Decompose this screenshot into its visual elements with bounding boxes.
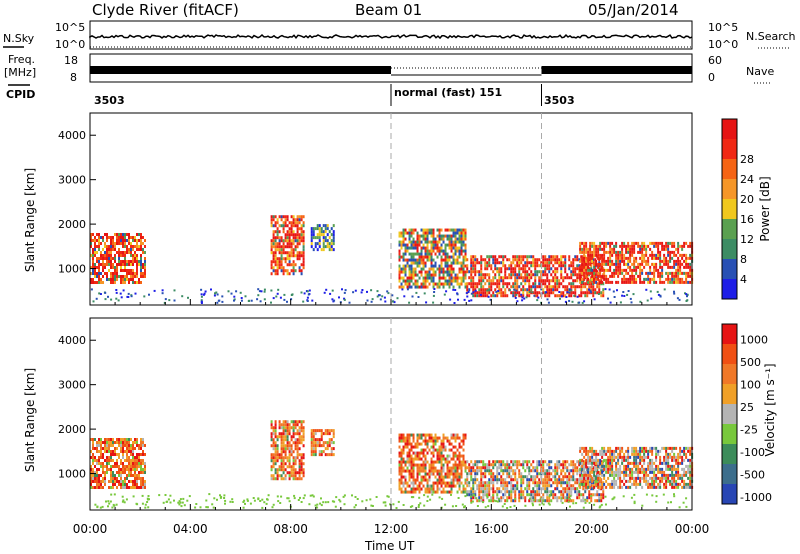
- velocity-colorbar-tick-3: 25: [740, 401, 754, 414]
- x-tick-label-4: 16:00: [474, 522, 509, 536]
- velocity-ytick-label-0: 1000: [58, 468, 86, 481]
- power-near-range-scatter: [90, 288, 689, 304]
- power-colorbar-tick-1: 8: [740, 253, 747, 266]
- velocity-scatter-region-1: [270, 420, 305, 481]
- power-colorbar-swatch-4: [722, 199, 737, 219]
- power-scatter-region-0: [90, 233, 146, 284]
- power-colorbar-swatch-8: [722, 119, 737, 139]
- x-tick-label-6: 00:00: [675, 522, 710, 536]
- power-colorbar-swatch-3: [722, 219, 737, 239]
- nsky-label: N.Sky: [3, 32, 35, 45]
- power-colorbar-tick-2: 12: [740, 233, 754, 246]
- power-panel-ylabel: Slant Range [km]: [23, 167, 37, 273]
- x-axis-title: Time UT: [365, 539, 415, 553]
- nsky-tick-low: 10^0: [55, 38, 86, 51]
- velocity-colorbar-tick-6: -500: [740, 468, 765, 481]
- nsky-tick-high: 10^5: [55, 21, 86, 34]
- power-ytick-label-2: 3000: [58, 174, 86, 187]
- freq-tick-low: 8: [70, 71, 77, 84]
- freq-tick-high: 18: [64, 54, 78, 67]
- cpid-seg-1: 3503: [94, 94, 125, 107]
- velocity-scatter-region-2: [310, 429, 335, 457]
- power-scatter-region-1: [270, 215, 305, 276]
- velocity-colorbar-swatch-5: [722, 384, 737, 404]
- velocity-colorbar-tick-2: 100: [740, 378, 761, 391]
- freq-label: Freq.: [8, 53, 36, 66]
- power-scatter-region-4: [466, 255, 605, 298]
- velocity-near-range-scatter: [94, 493, 688, 509]
- x-tick-label-2: 08:00: [273, 522, 308, 536]
- power-colorbar-swatch-1: [722, 259, 737, 279]
- nave-tick-low: 0: [708, 71, 715, 84]
- nsearch-tick-low: 10^0: [708, 38, 739, 51]
- velocity-colorbar-swatch-8: [722, 324, 737, 344]
- power-colorbar-tick-4: 20: [740, 193, 754, 206]
- date-label: 05/Jan/2014: [588, 1, 679, 19]
- velocity-colorbar-swatch-7: [722, 344, 737, 364]
- velocity-scatter-region-0: [90, 438, 146, 489]
- velocity-ytick-label-2: 3000: [58, 379, 86, 392]
- cpid-seg-2: normal (fast) 151: [394, 86, 503, 99]
- power-ytick-label-3: 4000: [58, 129, 86, 142]
- power-colorbar-swatch-2: [722, 239, 737, 259]
- velocity-ytick-label-1: 2000: [58, 423, 86, 436]
- power-ytick-label-0: 1000: [58, 263, 86, 276]
- x-tick-label-5: 20:00: [574, 522, 609, 536]
- nave-tick-high: 60: [708, 54, 722, 67]
- freq-bar-3: [541, 66, 692, 74]
- velocity-colorbar-swatch-1: [722, 464, 737, 484]
- x-tick-label-3: 12:00: [374, 522, 409, 536]
- velocity-scatter-region-5: [579, 446, 694, 489]
- nsky-trace: [89, 33, 693, 40]
- beam-label: Beam 01: [355, 1, 423, 19]
- velocity-colorbar-swatch-3: [722, 424, 737, 444]
- x-tick-label-0: 00:00: [73, 522, 108, 536]
- velocity-colorbar-tick-7: -1000: [740, 491, 772, 504]
- velocity-colorbar-swatch-0: [722, 484, 737, 504]
- velocity-colorbar-swatch-2: [722, 444, 737, 464]
- velocity-panel-ylabel: Slant Range [km]: [23, 367, 37, 473]
- velocity-scatter-region-3: [398, 433, 467, 494]
- power-ytick-label-1: 2000: [58, 218, 86, 231]
- velocity-colorbar-title: Velocity [m s⁻¹]: [763, 363, 777, 457]
- velocity-colorbar-tick-5: -100: [740, 446, 765, 459]
- power-colorbar-swatch-6: [722, 159, 737, 179]
- freq-unit: [MHz]: [4, 66, 37, 79]
- power-colorbar-tick-3: 16: [740, 213, 754, 226]
- power-colorbar-swatch-7: [722, 139, 737, 159]
- power-colorbar-tick-0: 4: [740, 273, 747, 286]
- velocity-colorbar-tick-0: 1000: [740, 333, 768, 346]
- plot-title: Clyde River (fitACF): [92, 1, 239, 19]
- power-colorbar-title: Power [dB]: [758, 176, 772, 242]
- velocity-colorbar-frame: [721, 323, 738, 505]
- nave-label: Nave: [746, 65, 775, 78]
- nsearch-tick-high: 10^5: [708, 21, 739, 34]
- power-colorbar-frame: [721, 118, 738, 300]
- cpid-label: CPID: [6, 88, 36, 101]
- power-scatter-region-3: [398, 228, 467, 289]
- power-colorbar-swatch-0: [722, 279, 737, 299]
- power-colorbar-tick-6: 28: [740, 153, 754, 166]
- power-scatter-region-5: [579, 241, 694, 284]
- x-tick-label-1: 04:00: [173, 522, 208, 536]
- freq-bar-1: [90, 66, 391, 74]
- nsearch-label: N.Search: [746, 30, 796, 43]
- velocity-colorbar-tick-4: -25: [740, 423, 758, 436]
- power-scatter-region-2: [310, 224, 335, 252]
- velocity-colorbar-swatch-6: [722, 364, 737, 384]
- nsky-panel-frame: [89, 20, 693, 50]
- power-colorbar-tick-5: 24: [740, 173, 754, 186]
- velocity-ytick-label-3: 4000: [58, 334, 86, 347]
- cpid-seg-3: 3503: [544, 94, 575, 107]
- power-colorbar-swatch-5: [722, 179, 737, 199]
- velocity-colorbar-tick-1: 500: [740, 356, 761, 369]
- velocity-colorbar-swatch-4: [722, 404, 737, 424]
